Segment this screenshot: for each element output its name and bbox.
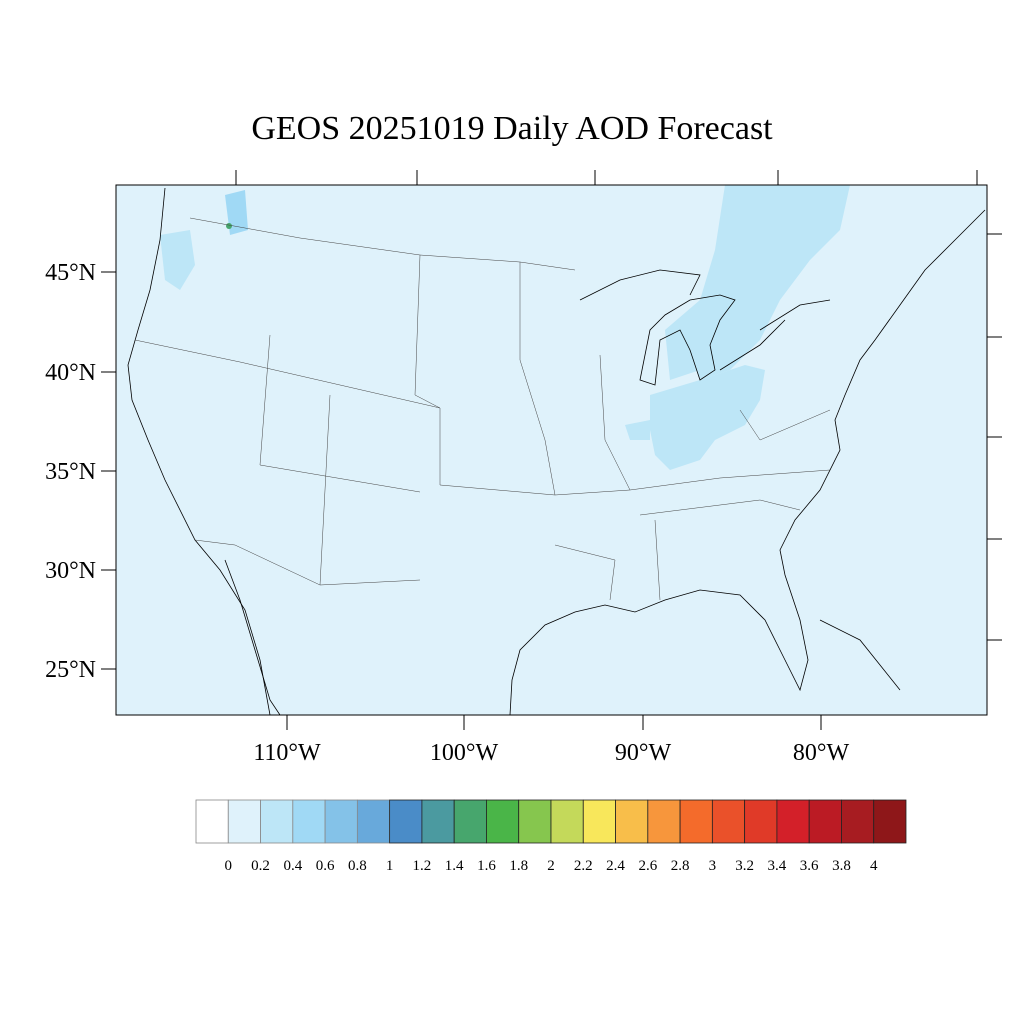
- colorbar-box: [841, 799, 875, 844]
- lat-label: 30°N: [45, 558, 96, 584]
- map-background: [116, 185, 987, 715]
- aod-patch-ohio-valley: [650, 365, 765, 470]
- colorbar-label: 1.4: [445, 858, 464, 874]
- aod-patch-canada-plume: [690, 185, 850, 380]
- colorbar: 0 0.2 0.4 0.6 0.8 1 1.2 1.4 1.6 1.8 2 2.2 2.4 2.6 2.8 3…: [195, 799, 907, 874]
- colorbar-box: [486, 799, 520, 844]
- colorbar-box: [582, 799, 616, 844]
- colorbar-box: [227, 799, 261, 844]
- colorbar-box: [389, 799, 423, 844]
- colorbar-box: [679, 799, 713, 844]
- lat-label: 40°N: [45, 360, 96, 386]
- lon-label: 100°W: [430, 740, 499, 766]
- colorbar-label: 0.4: [283, 858, 302, 874]
- aod-patch-pacific-nw: [160, 230, 195, 290]
- colorbar-label: 2.6: [638, 858, 657, 874]
- colorbar-label: 3.8: [832, 858, 851, 874]
- aod-patch-michigan: [665, 300, 715, 380]
- lon-label: 80°W: [793, 740, 850, 766]
- colorbar-label: 3: [709, 858, 717, 874]
- colorbar-label: 1.2: [413, 858, 432, 874]
- colorbar-label: 2.2: [574, 858, 593, 874]
- lon-label: 110°W: [253, 740, 321, 766]
- colorbar-box: [518, 799, 552, 844]
- colorbar-box: [808, 799, 842, 844]
- coastlines: [127, 187, 986, 715]
- colorbar-label: 2.8: [671, 858, 690, 874]
- lat-label: 35°N: [45, 459, 96, 485]
- lat-label: 45°N: [45, 260, 96, 286]
- colorbar-label: 2.4: [606, 858, 625, 874]
- colorbar-box: [711, 799, 746, 844]
- colorbar-box: [356, 799, 391, 844]
- tick-marks: [101, 170, 1002, 730]
- map-frame: [115, 184, 988, 716]
- colorbar-box: [550, 799, 584, 844]
- colorbar-box: [776, 799, 810, 844]
- colorbar-box: [744, 799, 778, 844]
- colorbar-box: [195, 799, 229, 844]
- colorbar-box: [647, 799, 681, 844]
- colorbar-label: 0.2: [251, 858, 270, 874]
- aod-spot-green: [226, 223, 232, 229]
- colorbar-box: [324, 799, 358, 844]
- colorbar-label: 3.2: [735, 858, 754, 874]
- colorbar-box: [615, 799, 649, 844]
- colorbar-label: 0.8: [348, 858, 367, 874]
- colorbar-box: [873, 799, 907, 844]
- aod-patch-kentucky: [625, 420, 650, 440]
- colorbar-box: [421, 799, 455, 844]
- colorbar-label: 3.4: [768, 858, 787, 874]
- borders: [134, 217, 831, 601]
- aod-layer: [160, 185, 850, 470]
- colorbar-box: [292, 799, 326, 844]
- colorbar-label: 0.6: [316, 858, 335, 874]
- colorbar-label: 0: [225, 858, 233, 874]
- colorbar-box: [260, 799, 294, 844]
- colorbar-box: [453, 799, 487, 844]
- colorbar-label: 1: [386, 858, 394, 874]
- colorbar-label: 1.8: [509, 858, 528, 874]
- colorbar-label: 4: [870, 858, 878, 874]
- map-title: GEOS 20251019 Daily AOD Forecast: [251, 110, 773, 147]
- lat-label: 25°N: [45, 657, 96, 683]
- colorbar-label: 2: [547, 858, 555, 874]
- colorbar-label: 3.6: [800, 858, 819, 874]
- lon-label: 90°W: [615, 740, 672, 766]
- colorbar-label: 1.6: [477, 858, 496, 874]
